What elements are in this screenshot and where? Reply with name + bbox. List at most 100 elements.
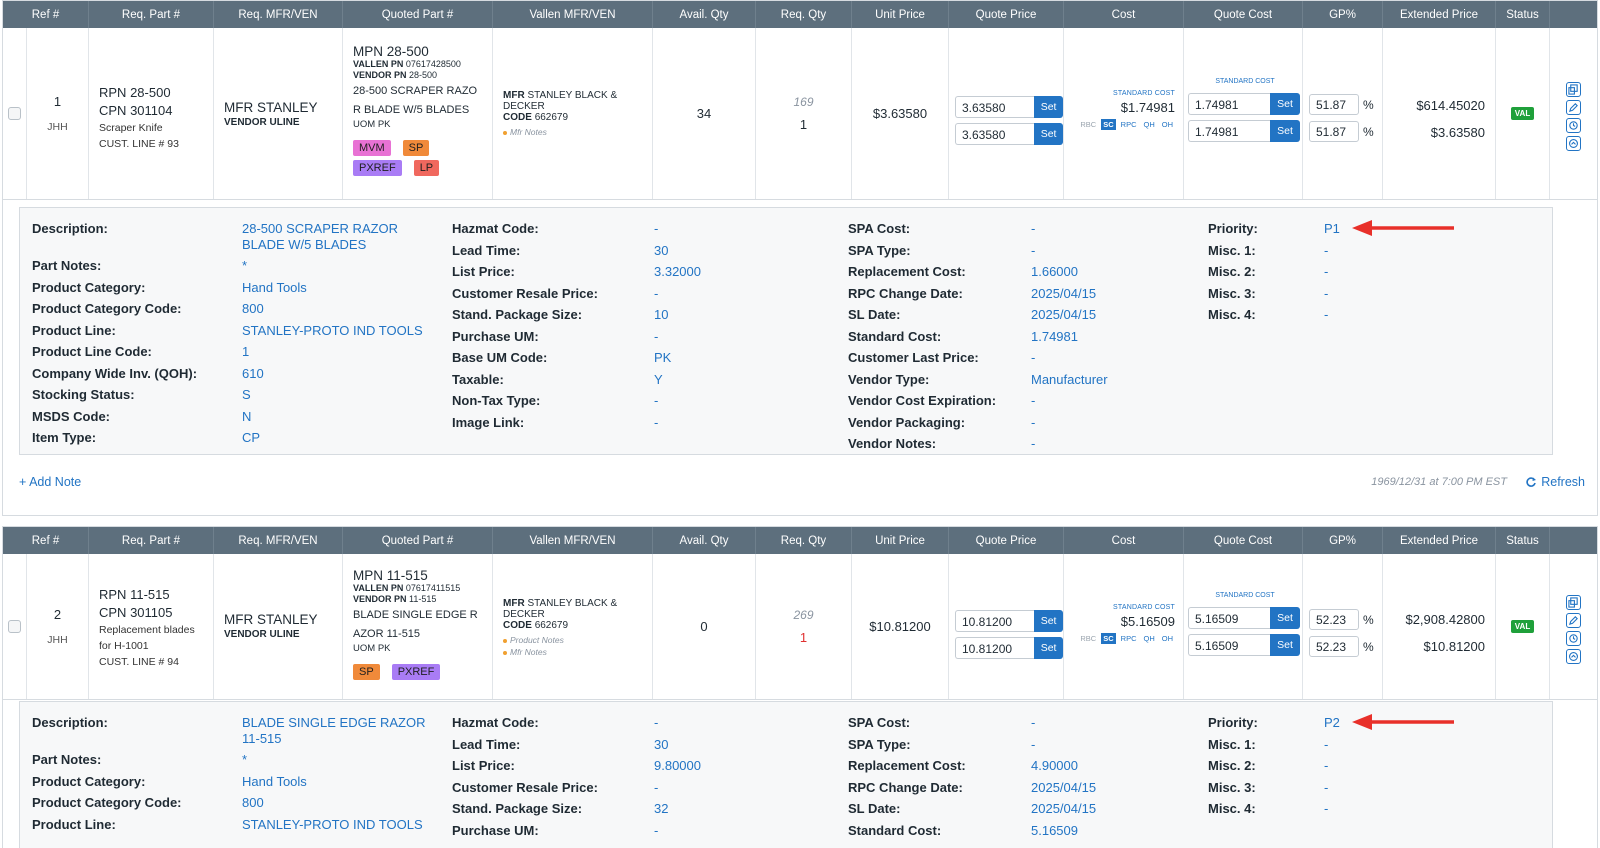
quote-cost-input[interactable]: 5.16509 xyxy=(1188,634,1270,656)
ref-cell: 2 JHH xyxy=(3,554,89,699)
refresh-icon xyxy=(1526,477,1537,487)
chip-sc[interactable]: SC xyxy=(1101,633,1116,644)
edit-icon[interactable] xyxy=(1566,100,1581,115)
set-button[interactable]: Set xyxy=(1034,123,1063,145)
quote-cost-input[interactable]: 5.16509 xyxy=(1188,607,1270,629)
collapse-icon[interactable] xyxy=(1566,649,1581,664)
req-qty-value: 1 xyxy=(799,117,808,132)
set-button[interactable]: Set xyxy=(1034,96,1063,118)
product-notes-link[interactable]: Product Notes xyxy=(503,635,652,646)
percent-sign: % xyxy=(1363,124,1374,139)
chip-rpc[interactable]: RPC xyxy=(1120,120,1137,129)
chip-rbc[interactable]: RBC xyxy=(1080,120,1097,129)
badge-lp[interactable]: LP xyxy=(413,160,440,176)
standard-cost-label: STANDARD COST xyxy=(1215,592,1275,599)
detail-label: Misc. 1: xyxy=(1208,736,1256,752)
refresh-button[interactable]: Refresh xyxy=(1525,475,1585,489)
gp-input[interactable]: 52.23 xyxy=(1309,609,1359,630)
quote-price-input[interactable]: 10.81200 xyxy=(955,637,1035,659)
cpn-value: 301105 xyxy=(130,605,173,620)
quote-price-input[interactable]: 10.81200 xyxy=(955,610,1035,632)
detail-label: Misc. 2: xyxy=(1208,758,1256,773)
row-select-checkbox[interactable] xyxy=(8,107,21,120)
unit-price: $10.81200 xyxy=(852,554,949,699)
mfr-notes-link[interactable]: Mfr Notes xyxy=(503,127,652,138)
chip-qh[interactable]: QH xyxy=(1143,120,1155,129)
add-note-link[interactable]: + Add Note xyxy=(19,475,82,489)
quote-price-input[interactable]: 3.63580 xyxy=(955,123,1035,145)
detail-value: - xyxy=(1324,242,1329,258)
detail-label: Item Type: xyxy=(32,430,97,445)
uom-label: UOM xyxy=(353,119,376,130)
standard-cost-label: STANDARD COST xyxy=(1215,78,1275,85)
detail-value: - xyxy=(654,221,659,236)
uom-label: UOM xyxy=(353,643,376,654)
code-label: CODE xyxy=(503,620,532,631)
edit-icon[interactable] xyxy=(1566,613,1581,628)
details-column-1: Description: 28-500 SCRAPER RAZOR BLADE W… xyxy=(32,218,432,449)
chip-qh[interactable]: QH xyxy=(1143,634,1155,643)
quote-cost-input[interactable]: 1.74981 xyxy=(1188,93,1270,115)
detail-value: 4.90000 xyxy=(1031,758,1078,773)
detail-label: Non-Tax Type: xyxy=(452,393,541,408)
quote-price-input[interactable]: 3.63580 xyxy=(955,96,1035,118)
set-button[interactable]: Set xyxy=(1034,637,1063,659)
detail-label: Hazmat Code: xyxy=(452,715,539,730)
detail-label: Customer Last Price: xyxy=(848,350,979,365)
rpn-value: 28-500 xyxy=(130,85,171,100)
req-description: Scraper Knife xyxy=(99,122,163,134)
detail-label: Stand. Package Size: xyxy=(452,801,583,816)
gp-input[interactable]: 51.87 xyxy=(1309,94,1359,115)
set-button[interactable]: Set xyxy=(1270,634,1300,656)
badge-sp[interactable]: SP xyxy=(353,664,380,680)
detail-value: 1.74981 xyxy=(1031,328,1078,344)
copy-icon[interactable] xyxy=(1566,595,1581,610)
set-button[interactable]: Set xyxy=(1270,607,1300,629)
item-details-panel: Description: 28-500 SCRAPER RAZOR BLADE W… xyxy=(19,207,1553,455)
detail-value: - xyxy=(1031,414,1036,430)
copy-icon[interactable] xyxy=(1566,82,1581,97)
detail-value: PK xyxy=(654,350,672,365)
history-icon[interactable] xyxy=(1566,118,1581,133)
col-header: Quote Price xyxy=(949,1,1064,28)
mfr-value: STANLEY xyxy=(257,100,318,115)
red-arrow-annotation xyxy=(1352,714,1454,730)
req-mfr-cell: MFR STANLEY VENDOR ULINE xyxy=(214,28,343,199)
badge-pxref[interactable]: PXREF xyxy=(391,664,441,680)
vendor-pn-value: 11-515 xyxy=(409,594,437,604)
status-badge: VAL xyxy=(1510,620,1535,633)
history-icon[interactable] xyxy=(1566,631,1581,646)
chip-oh[interactable]: OH xyxy=(1161,634,1173,643)
mfr-notes-link[interactable]: Mfr Notes xyxy=(503,647,652,658)
badge-mvm[interactable]: MVM xyxy=(353,140,391,156)
row-select-checkbox[interactable] xyxy=(8,620,21,633)
detail-label: Product Category: xyxy=(32,279,146,295)
gp-input[interactable]: 52.23 xyxy=(1309,636,1359,657)
code-label: CODE xyxy=(503,112,532,123)
gp-cell: 51.87% 51.87% xyxy=(1303,28,1383,199)
table-header: Ref # Req. Part # Req. MFR/VEN Quoted Pa… xyxy=(3,527,1597,554)
col-header: Req. MFR/VEN xyxy=(214,1,343,28)
set-button[interactable]: Set xyxy=(1034,610,1063,632)
badge-pxref[interactable]: PXREF xyxy=(353,160,402,176)
detail-value: 2025/04/15 xyxy=(1031,801,1097,816)
badge-sp[interactable]: SP xyxy=(402,140,430,156)
gp-input[interactable]: 51.87 xyxy=(1309,121,1359,142)
percent-sign: % xyxy=(1363,639,1374,654)
chip-oh[interactable]: OH xyxy=(1161,120,1173,129)
chip-rbc[interactable]: RBC xyxy=(1080,634,1097,643)
chip-rpc[interactable]: RPC xyxy=(1120,634,1137,643)
set-button[interactable]: Set xyxy=(1270,120,1300,142)
chip-sc[interactable]: SC xyxy=(1101,119,1116,130)
vallen-mfr-value: STANLEY BLACK & DECKER xyxy=(503,598,618,620)
detail-label: Product Category: xyxy=(32,773,146,789)
quote-cost-input[interactable]: 1.74981 xyxy=(1188,120,1270,142)
quoted-part-cell: MPN 11-515 VALLEN PN 07617411515 VENDOR … xyxy=(343,554,493,699)
user-initials: JHH xyxy=(47,121,68,133)
detail-value: 32 xyxy=(654,801,669,816)
req-mfr-cell: MFR STANLEY VENDOR ULINE xyxy=(214,554,343,699)
set-button[interactable]: Set xyxy=(1270,93,1300,115)
detail-value: - xyxy=(1031,736,1036,752)
code-value: 662679 xyxy=(534,112,569,123)
collapse-icon[interactable] xyxy=(1566,136,1581,151)
